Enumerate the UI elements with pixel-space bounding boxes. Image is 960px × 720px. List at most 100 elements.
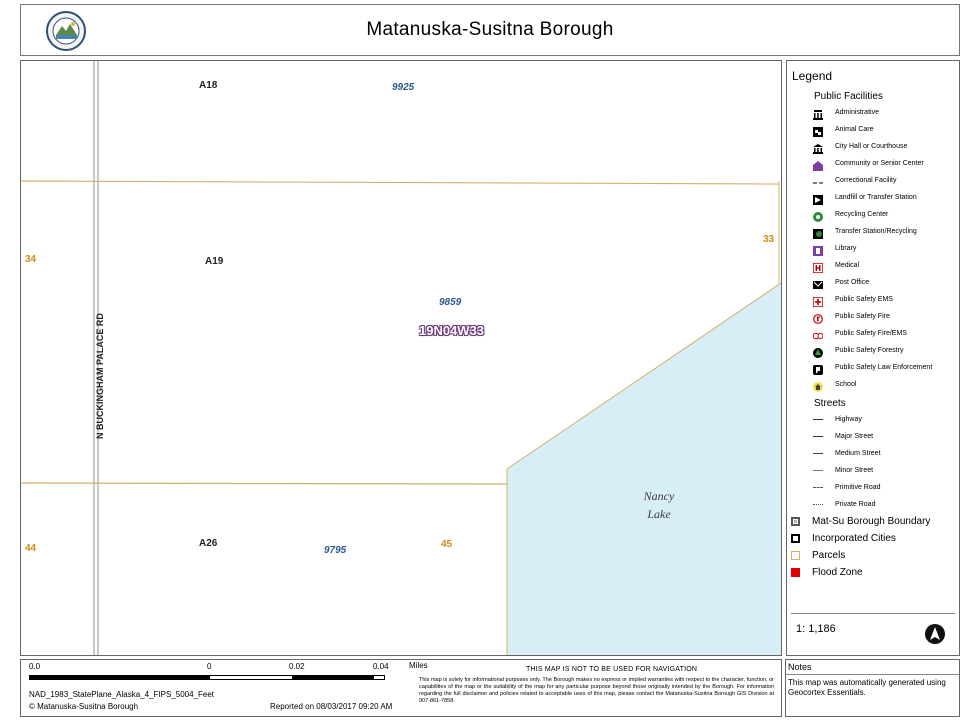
administrative-icon xyxy=(813,107,823,120)
legend-item: Major Street xyxy=(813,429,873,443)
legend-item: Recycling Center xyxy=(813,207,889,222)
parcel-number-9925: 9925 xyxy=(392,82,415,93)
legend-item-label: Post Office xyxy=(835,278,870,286)
legend-item-label: Parcels xyxy=(812,550,846,561)
parcel-number-9859: 9859 xyxy=(439,297,462,308)
scale-tick-label: 0.02 xyxy=(289,662,305,671)
legend-item: Administrative xyxy=(813,105,879,120)
lake-label: Nancy Lake xyxy=(619,487,699,523)
fire-ems-icon xyxy=(812,328,824,340)
major-street-line-swatch xyxy=(813,435,823,437)
parcels-swatch xyxy=(791,551,800,560)
forestry-icon xyxy=(813,345,823,358)
legend-item-label: Administrative xyxy=(835,108,879,116)
legend-item: Public Safety Fire/EMS xyxy=(812,326,907,340)
notes-text: This map was automatically generated usi… xyxy=(788,678,946,697)
legend-title: Legend xyxy=(792,69,833,83)
law-enforcement-icon xyxy=(813,362,823,375)
community-center-icon xyxy=(813,158,823,171)
legend-item: Parcels xyxy=(791,550,845,561)
scale-bar xyxy=(29,675,385,680)
legend-item-label: City Hall or Courthouse xyxy=(835,142,908,150)
nancy-lake-water xyxy=(506,282,781,655)
legend-item: School xyxy=(813,377,856,392)
parcel-line xyxy=(21,482,508,485)
post-office-icon xyxy=(813,277,823,289)
copyright-text: © Matanuska-Susitna Borough xyxy=(29,702,139,711)
legend-item: Incorporated Cities xyxy=(791,533,896,544)
parcel-label-a19: A19 xyxy=(205,256,224,267)
projection-text: NAD_1983_StatePlane_Alaska_4_FIPS_5004_F… xyxy=(29,690,215,699)
legend-item: Primitive Road xyxy=(813,480,881,494)
legend-item: Public Safety Forestry xyxy=(813,343,903,358)
ems-icon xyxy=(812,294,824,308)
reported-date: Reported on 08/03/2017 09:20 AM xyxy=(270,702,393,711)
legend-panel: Legend Public Facilities Administrative … xyxy=(786,60,960,656)
scale-tick-label: 0.0 xyxy=(29,662,41,671)
legend-item: Highway xyxy=(813,412,862,426)
borough-boundary-swatch xyxy=(791,517,800,526)
library-icon xyxy=(813,243,823,256)
legend-item: Library xyxy=(813,241,856,256)
animal-care-icon xyxy=(813,124,823,137)
legend-item-label: Landfill or Transfer Station xyxy=(835,193,917,201)
disclaimer-text: This map is solely for informational pur… xyxy=(419,677,774,704)
legend-item-label: Correctional Facility xyxy=(835,176,897,184)
notes-divider xyxy=(786,674,959,675)
legend-item-label: Primitive Road xyxy=(835,483,881,491)
legend-item: Community or Senior Center xyxy=(813,156,924,171)
legend-item: City Hall or Courthouse xyxy=(813,139,908,154)
school-icon xyxy=(813,379,823,392)
medium-street-line-swatch xyxy=(813,452,823,454)
scale-tick-label: 0.04 xyxy=(373,662,389,671)
township-label: 19N04W33 xyxy=(419,323,485,338)
lake-label-line: Nancy xyxy=(643,489,675,503)
legend-item-label: Minor Street xyxy=(835,466,874,474)
medical-icon xyxy=(812,260,824,274)
legend-item-label: Medical xyxy=(835,261,860,269)
legend-item-label: Animal Care xyxy=(835,125,874,133)
navigation-warning: THIS MAP IS NOT TO BE USED FOR NAVIGATIO… xyxy=(526,666,698,673)
legend-item-label: Public Safety Fire/EMS xyxy=(835,329,907,337)
legend-item-label: Private Road xyxy=(835,500,876,508)
map-frame[interactable]: A18 A19 A26 9925 9859 9795 34 33 44 45 1… xyxy=(20,60,782,656)
map-canvas[interactable] xyxy=(21,61,782,656)
section-label-34: 34 xyxy=(25,254,37,265)
notes-panel: Notes This map was automatically generat… xyxy=(785,659,960,717)
map-header: Matanuska-Susitna Borough xyxy=(20,4,960,56)
legend-item: Correctional Facility xyxy=(813,173,896,187)
legend-heading-streets: Streets xyxy=(814,398,846,409)
minor-street-line-swatch xyxy=(813,469,823,471)
legend-item-label: Flood Zone xyxy=(812,567,863,578)
borough-seal-icon xyxy=(46,11,86,51)
legend-item: Landfill or Transfer Station xyxy=(813,190,917,205)
legend-item: Medium Street xyxy=(813,446,881,460)
legend-item-label: Public Safety Law Enforcement xyxy=(835,363,933,371)
legend-item-label: Recycling Center xyxy=(835,210,889,218)
legend-item: Mat-Su Borough Boundary xyxy=(791,516,930,527)
road-label: N BUCKINGHAM PALACE RD xyxy=(95,313,105,439)
legend-item: Animal Care xyxy=(813,122,874,137)
primitive-road-line-swatch xyxy=(813,486,823,488)
notes-title: Notes xyxy=(788,662,812,672)
scale-ratio: 1: 1,186 xyxy=(796,623,836,635)
legend-item-label: Medium Street xyxy=(835,449,881,457)
legend-item: Post Office xyxy=(813,275,869,289)
legend-item-label: Highway xyxy=(835,415,862,423)
private-road-line-swatch xyxy=(813,503,823,505)
map-title: Matanuska-Susitna Borough xyxy=(366,19,614,40)
scale-tick-label: 0 xyxy=(207,662,212,671)
flood-zone-swatch xyxy=(791,568,800,577)
legend-item: Public Safety Fire xyxy=(813,309,890,324)
section-label-33: 33 xyxy=(763,234,775,245)
parcel-line xyxy=(21,180,780,185)
legend-item: Private Road xyxy=(813,497,875,511)
map-footer: 0.0 0 0.02 0.04 Miles NAD_1983_StatePlan… xyxy=(20,659,782,717)
highway-line-swatch xyxy=(813,418,823,420)
scale-bar-segment xyxy=(30,676,210,679)
section-label-44: 44 xyxy=(25,543,37,554)
transfer-recycling-icon xyxy=(813,226,823,239)
legend-item-label: Incorporated Cities xyxy=(812,533,896,544)
lake-label-line: Lake xyxy=(647,507,671,521)
north-arrow-icon xyxy=(925,624,945,644)
